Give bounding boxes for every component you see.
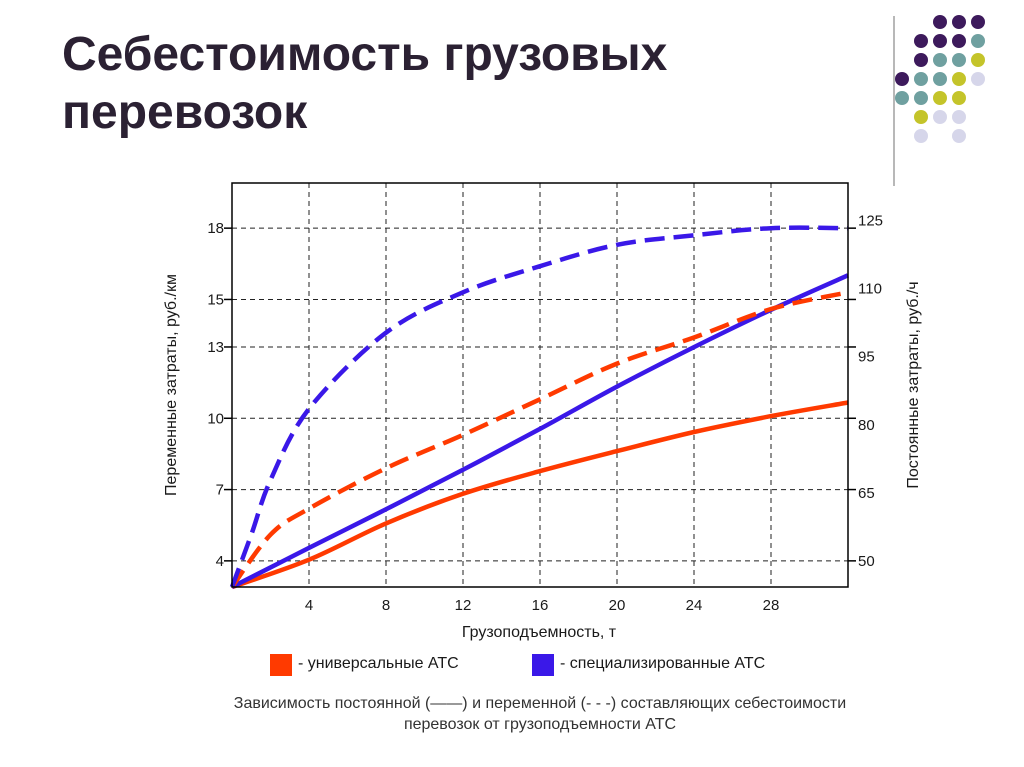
decorative-divider (893, 16, 895, 186)
y-right-axis-label: Постоянные затраты, руб./ч (905, 281, 922, 488)
y-left-tick-labels: 4 7 10 13 15 18 (207, 220, 224, 570)
decorative-dot (895, 91, 909, 105)
decorative-dot (933, 15, 947, 29)
x-axis-label: Грузоподъемность, т (462, 624, 617, 641)
series-line-dashed-3 (229, 225, 849, 588)
series-line-solid-1 (230, 273, 849, 590)
series-line-solid-0 (231, 400, 849, 590)
slide-title-line-1: Себестоимость грузовых (62, 28, 668, 81)
legend-label-universal: - универсальные АТС (298, 655, 459, 672)
x-tick-label: 16 (532, 597, 549, 614)
x-tick-label: 24 (686, 597, 703, 614)
slide-title-line-2: перевозок (62, 86, 308, 139)
decorative-dot (971, 72, 985, 86)
y-right-tick-label: 95 (858, 349, 875, 366)
y-left-tick-label: 15 (207, 291, 224, 308)
y-left-tick-label: 18 (207, 220, 224, 237)
decorative-dot (914, 110, 928, 124)
decorative-dot (952, 72, 966, 86)
slide-title: Себестоимость грузовых перевозок (62, 26, 667, 142)
series-line-dashed-2 (230, 290, 849, 589)
decorative-dot (952, 53, 966, 67)
decorative-dot (952, 34, 966, 48)
decorative-dot (952, 91, 966, 105)
legend-swatch-universal (270, 654, 292, 676)
legend-label-specialized: - специализированные АТС (560, 655, 766, 672)
x-tick-label: 8 (382, 597, 390, 614)
x-tick-label: 4 (305, 597, 313, 614)
plot-frame (231, 182, 849, 588)
y-right-tick-label: 80 (858, 417, 875, 434)
y-right-tick-label: 50 (858, 553, 875, 570)
decorative-dot (952, 129, 966, 143)
decorative-dot (952, 110, 966, 124)
data-series (229, 225, 849, 590)
y-left-tick-label: 4 (216, 553, 224, 570)
decorative-dot (933, 110, 947, 124)
decorative-dot (914, 34, 928, 48)
decorative-dot (914, 72, 928, 86)
y-left-tick-label: 13 (207, 339, 224, 356)
decorative-dot (952, 15, 966, 29)
decorative-dot (971, 15, 985, 29)
x-tick-label: 28 (763, 597, 780, 614)
grid-lines (224, 183, 856, 587)
decorative-dot (933, 53, 947, 67)
y-right-tick-label: 65 (858, 485, 875, 502)
y-left-axis-label: Переменные затраты, руб./км (163, 274, 180, 496)
y-right-tick-label: 110 (858, 280, 882, 297)
decorative-dot-pattern (895, 15, 985, 143)
y-right-tick-labels: 50 65 80 95 110 125 (858, 212, 883, 570)
decorative-dot (933, 34, 947, 48)
decorative-dot (914, 129, 928, 143)
decorative-dot (971, 34, 985, 48)
y-left-tick-label: 7 (216, 482, 224, 499)
decorative-dot (914, 53, 928, 67)
x-tick-label: 20 (609, 597, 626, 614)
x-tick-label: 12 (455, 597, 472, 614)
chart-caption-line-1: Зависимость постоянной (——) и переменной… (233, 695, 847, 712)
decorative-dot (933, 72, 947, 86)
decorative-dot (914, 91, 928, 105)
y-right-tick-label: 125 (858, 212, 883, 229)
decorative-dot (895, 72, 909, 86)
decorative-dot (971, 53, 985, 67)
x-tick-labels: 4 8 12 16 20 24 28 (305, 597, 780, 614)
decorative-dot (933, 91, 947, 105)
legend-swatch-specialized (532, 654, 554, 676)
chart-caption-line-2: перевозок от грузоподъемности АТС (403, 716, 677, 733)
y-left-tick-label: 10 (207, 410, 224, 427)
